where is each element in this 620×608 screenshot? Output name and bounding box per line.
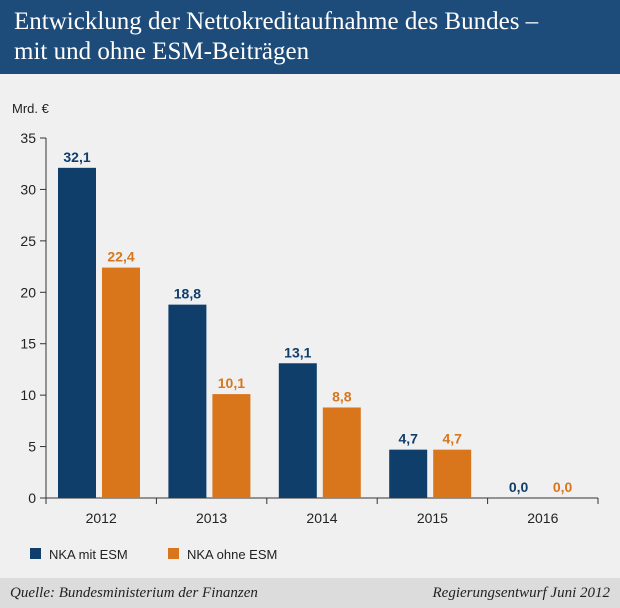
data-label: 4,7 <box>442 431 462 447</box>
data-label: 4,7 <box>398 431 418 447</box>
legend-label: NKA mit ESM <box>49 547 128 562</box>
data-label: 0,0 <box>553 479 573 495</box>
y-tick-label: 0 <box>28 490 36 506</box>
y-tick-label: 20 <box>20 284 36 300</box>
y-axis-label: Mrd. € <box>12 101 50 116</box>
bar <box>102 267 140 498</box>
bar <box>433 449 472 498</box>
y-tick-label: 30 <box>20 181 36 197</box>
data-label: 18,8 <box>174 286 201 302</box>
data-label: 32,1 <box>63 149 90 165</box>
source-note: Quelle: Bundesministerium der Finanzen <box>10 585 258 601</box>
x-axis: 2012 2013 2014 2015 2016 <box>45 497 599 526</box>
data-label: 0,0 <box>509 479 529 495</box>
data-label: 8,8 <box>332 388 352 404</box>
legend: NKA mit ESM NKA ohne ESM <box>30 547 277 562</box>
y-tick-label: 5 <box>28 439 36 455</box>
draft-note: Regierungsentwurf Juni 2012 <box>432 585 610 601</box>
bar <box>389 449 428 498</box>
legend-label: NKA ohne ESM <box>187 547 277 562</box>
x-tick-label: 2013 <box>196 510 227 526</box>
x-tick-label: 2014 <box>306 510 337 526</box>
x-tick-label: 2012 <box>86 510 117 526</box>
data-label: 10,1 <box>218 375 245 391</box>
y-axis: 0 5 10 15 20 25 30 35 <box>20 130 47 506</box>
x-tick-label: 2016 <box>527 510 558 526</box>
y-tick-label: 10 <box>20 387 36 403</box>
chart-title-line-1: Entwicklung der Nettokreditaufnahme des … <box>14 8 539 35</box>
legend-swatch <box>168 548 179 559</box>
bar <box>322 407 361 498</box>
x-tick-label: 2015 <box>417 510 448 526</box>
bar <box>278 363 317 498</box>
chart-title-line-2: mit und ohne ESM-Beiträgen <box>14 38 310 65</box>
bar <box>212 394 251 498</box>
bar <box>58 167 96 499</box>
y-tick-label: 35 <box>20 130 36 146</box>
bars: 32,1 22,4 18,8 10,1 13,1 8,8 4,7 4,7 0,0 0,0 <box>58 149 573 499</box>
data-label: 13,1 <box>284 344 311 360</box>
footer: Quelle: Bundesministerium der Finanzen R… <box>0 578 620 608</box>
y-tick-label: 15 <box>20 336 36 352</box>
title-banner: Entwicklung der Nettokreditaufnahme des … <box>0 0 620 74</box>
bar <box>168 304 207 498</box>
data-label: 22,4 <box>107 249 134 265</box>
legend-swatch <box>30 548 41 559</box>
y-tick-label: 25 <box>20 233 36 249</box>
